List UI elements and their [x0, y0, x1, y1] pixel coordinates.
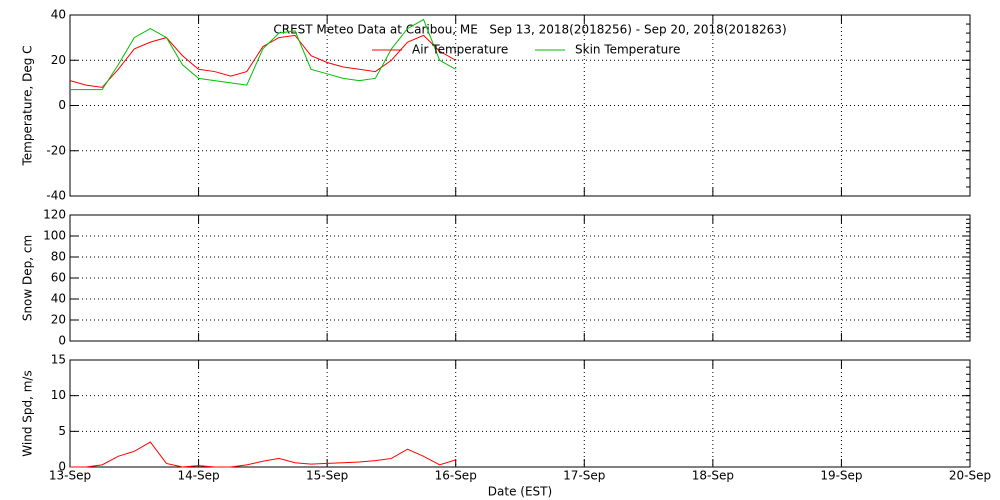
data-line — [70, 441, 456, 468]
y-axis-title: Snow Dep, cm — [21, 235, 35, 321]
y-tick-label: -20 — [46, 143, 66, 157]
y-tick-label: 120 — [43, 208, 66, 222]
y-tick-label: 40 — [51, 292, 66, 306]
y-tick-label: 40 — [51, 8, 66, 22]
y-tick-label: 60 — [51, 271, 66, 285]
y-tick-label: 20 — [51, 53, 66, 67]
y-tick-label: 15 — [51, 353, 66, 367]
y-axis-title: Wind Spd, m/s — [21, 370, 35, 456]
x-tick-label: 20-Sep — [949, 469, 991, 483]
data-line — [70, 18, 456, 91]
x-axis-title: Date (EST) — [488, 485, 552, 499]
y-tick-label: 5 — [58, 424, 66, 438]
y-tick-label: 20 — [51, 313, 66, 327]
y-tick-label: 10 — [51, 388, 66, 402]
legend-label: Air Temperature — [412, 43, 508, 57]
x-tick-label: 17-Sep — [563, 469, 605, 483]
y-axis-title: Temperature, Deg C — [21, 45, 35, 166]
x-tick-label: 18-Sep — [692, 469, 734, 483]
plot-frame — [69, 359, 971, 468]
x-tick-label: 14-Sep — [177, 469, 219, 483]
x-tick-label: 15-Sep — [306, 469, 348, 483]
chart-title: CREST Meteo Data at Caribou, ME Sep 13, … — [273, 23, 786, 37]
y-tick-label: -40 — [46, 189, 66, 203]
data-line — [69, 34, 456, 88]
y-tick-label: 0 — [58, 334, 66, 348]
y-tick-label: 80 — [51, 250, 66, 264]
x-tick-label: 19-Sep — [820, 469, 862, 483]
x-tick-label: 16-Sep — [435, 469, 477, 483]
y-tick-label: 100 — [43, 229, 66, 243]
y-tick-label: 0 — [58, 98, 66, 112]
y-tick-label: 0 — [58, 460, 66, 474]
legend-label: Skin Temperature — [575, 43, 680, 57]
x-tick-label: 13-Sep — [49, 469, 91, 483]
